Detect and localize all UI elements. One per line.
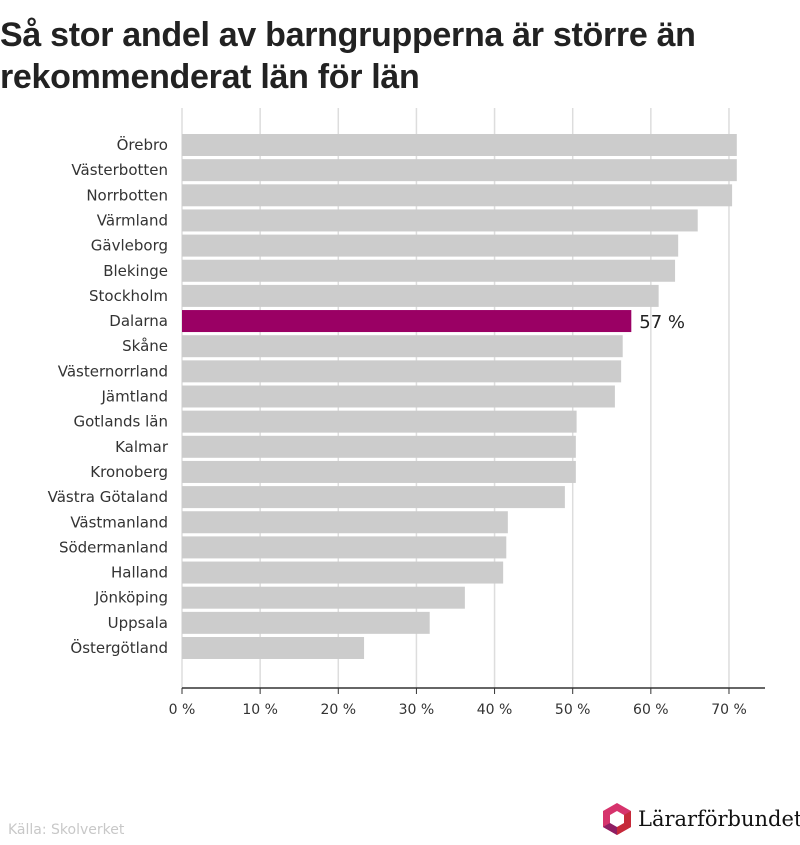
category-label: Värmland <box>97 211 168 229</box>
bar-stockholm <box>182 284 659 307</box>
category-label: Stockholm <box>89 287 168 305</box>
bar-västernorrland <box>182 360 622 383</box>
bar-värmland <box>182 209 698 232</box>
x-tick-label: 70 % <box>711 702 747 718</box>
category-label: Kronoberg <box>90 463 168 481</box>
bar-kronoberg <box>182 460 576 483</box>
category-label: Jönköping <box>94 589 168 607</box>
x-tick-label: 20 % <box>320 702 356 718</box>
bar-södermanland <box>182 536 507 559</box>
x-tick-label: 60 % <box>633 702 669 718</box>
data-label: 57 % <box>639 312 685 333</box>
bar-örebro <box>182 134 737 156</box>
bar-gotlands-län <box>182 410 577 433</box>
category-label: Halland <box>111 564 168 582</box>
category-label: Östergötland <box>70 638 168 657</box>
bar-halland <box>182 561 504 584</box>
bar-jämtland <box>182 385 615 408</box>
x-tick-label: 0 % <box>169 702 196 718</box>
category-label: Skåne <box>122 337 168 355</box>
x-tick-label: 10 % <box>242 702 278 718</box>
category-label: Norrbotten <box>86 186 168 204</box>
bar-västra-götaland <box>182 486 565 509</box>
category-label: Västmanland <box>70 513 168 531</box>
bar-norrbotten <box>182 184 733 207</box>
source-note: Källa: Skolverket <box>8 822 125 838</box>
x-tick-label: 30 % <box>399 702 435 718</box>
chart-title: Så stor andel av barngrupperna är större… <box>0 16 696 96</box>
logo: Lärarförbundet <box>602 802 800 836</box>
category-label: Södermanland <box>59 538 168 556</box>
category-label: Uppsala <box>108 614 168 632</box>
category-label: Västra Götaland <box>48 488 168 506</box>
category-label: Jämtland <box>101 388 169 406</box>
bar-kalmar <box>182 435 576 458</box>
bar-jönköping <box>182 586 465 609</box>
bar-västmanland <box>182 511 508 534</box>
x-tick-label: 40 % <box>477 702 513 718</box>
bar-östergötland <box>182 637 365 659</box>
bar-uppsala <box>182 611 430 634</box>
hexagon-logo-icon <box>603 803 631 835</box>
category-label: Västernorrland <box>58 362 168 380</box>
bar-gävleborg <box>182 234 679 257</box>
category-label: Västerbotten <box>71 161 168 179</box>
bar-dalarna <box>182 310 632 333</box>
category-label: Blekinge <box>103 262 168 280</box>
bar-skåne <box>182 335 623 358</box>
bar-västerbotten <box>182 159 737 182</box>
category-label: Dalarna <box>109 312 168 330</box>
bar-blekinge <box>182 259 676 282</box>
x-tick-label: 50 % <box>555 702 591 718</box>
category-label: Gävleborg <box>91 237 168 255</box>
category-label: Kalmar <box>115 438 169 456</box>
category-label: Örebro <box>117 135 168 154</box>
logo-text: Lärarförbundet <box>638 807 800 831</box>
category-label: Gotlands län <box>73 413 168 431</box>
